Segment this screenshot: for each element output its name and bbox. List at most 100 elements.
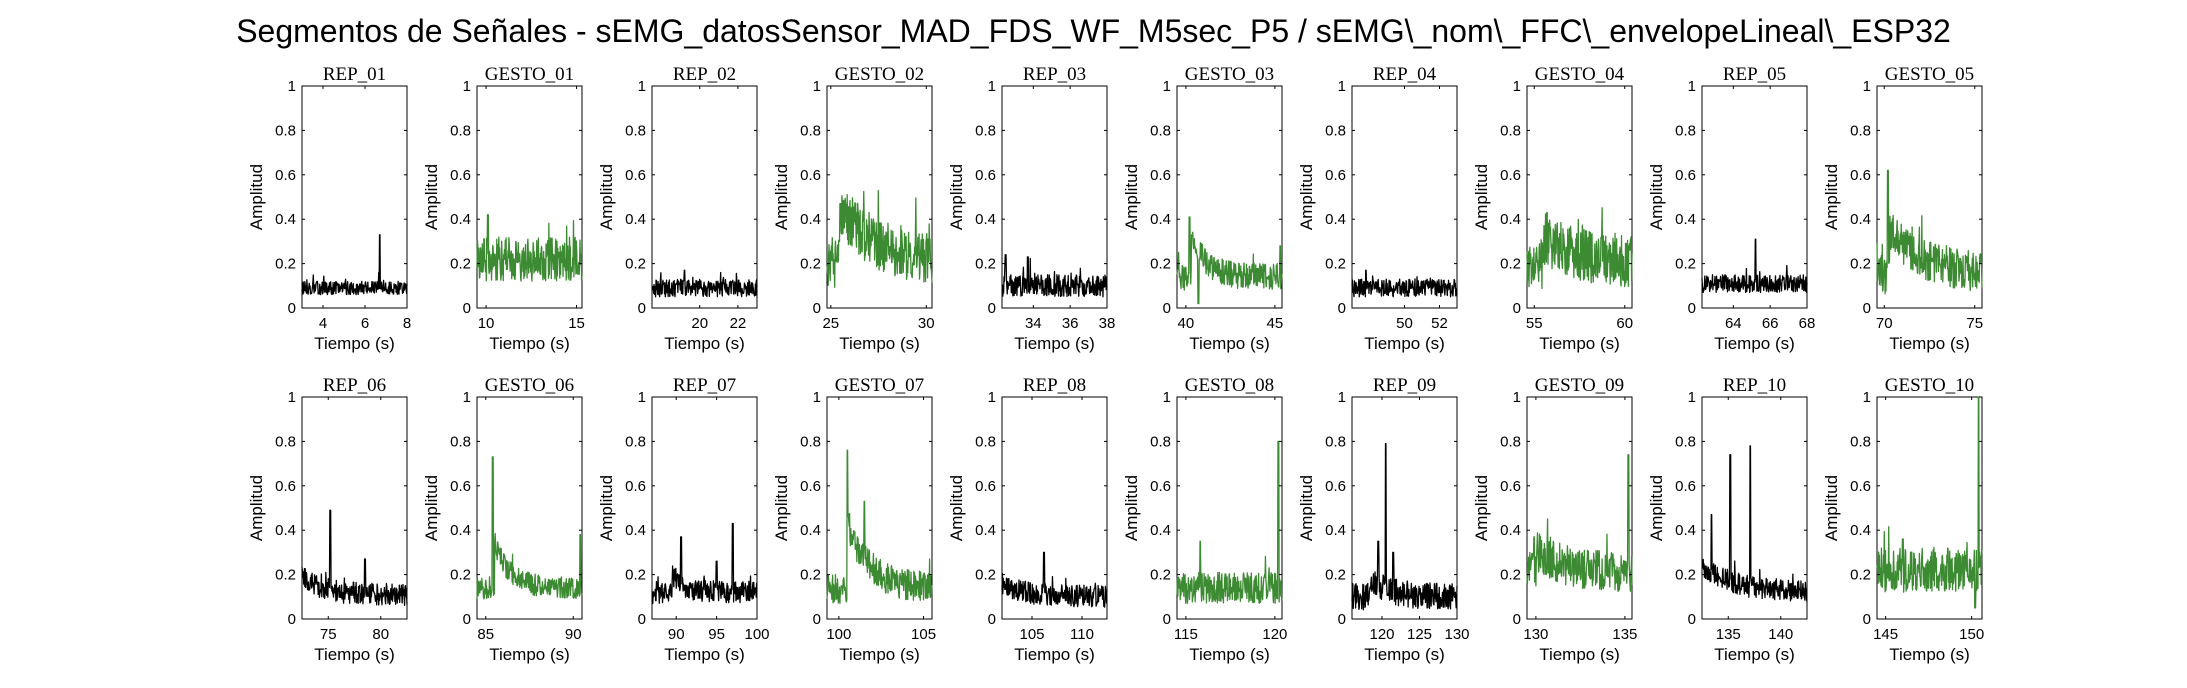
x-tick-label: 85 bbox=[477, 626, 494, 643]
x-tick-label: 10 bbox=[478, 315, 495, 332]
panel-rep-03: 0 0.2 0.4 0.6 0.8 1 34 36 38 REP_03 Tiempo (s) Ampl… bbox=[947, 64, 1115, 353]
y-tick-label: 0.4 bbox=[1850, 522, 1871, 539]
x-axis-label: Tiempo (s) bbox=[1189, 645, 1270, 664]
signal-line bbox=[826, 449, 933, 605]
y-tick-label: 0.2 bbox=[1325, 256, 1346, 273]
y-tick-label: 1 bbox=[1863, 78, 1871, 95]
plot-frame bbox=[1526, 396, 1633, 620]
y-tick-label: 0.4 bbox=[1325, 522, 1346, 539]
signal-line bbox=[826, 189, 933, 288]
y-tick-label: 0.6 bbox=[1150, 167, 1171, 184]
y-tick-label: 0.8 bbox=[625, 122, 646, 139]
y-tick-label: 0.8 bbox=[800, 433, 821, 450]
y-tick-label: 1 bbox=[463, 389, 471, 406]
y-tick-label: 0.4 bbox=[1150, 211, 1171, 228]
x-axis-label: Tiempo (s) bbox=[314, 645, 395, 664]
x-tick-label: 110 bbox=[1070, 626, 1094, 643]
y-tick-label: 0 bbox=[1163, 300, 1171, 317]
y-axis-label: Amplitud bbox=[247, 475, 266, 541]
x-tick-label: 90 bbox=[565, 626, 582, 643]
y-tick-label: 0.8 bbox=[1500, 433, 1521, 450]
x-tick-label: 25 bbox=[822, 315, 839, 332]
y-tick-label: 0.4 bbox=[975, 211, 996, 228]
y-tick-label: 1 bbox=[1513, 78, 1521, 95]
y-tick-label: 0.4 bbox=[625, 522, 646, 539]
y-tick-label: 0.6 bbox=[450, 167, 471, 184]
x-tick-label: 8 bbox=[403, 315, 411, 332]
y-tick-label: 1 bbox=[813, 78, 821, 95]
y-tick-label: 0.6 bbox=[800, 478, 821, 495]
panel-gesto-02: 0 0.2 0.4 0.6 0.8 1 25 30 GESTO_02 Tiempo (s) Ampl… bbox=[772, 64, 935, 353]
subplot-title: REP_09 bbox=[1373, 375, 1436, 396]
signal-line bbox=[1001, 551, 1108, 608]
y-tick-label: 0 bbox=[1688, 611, 1696, 628]
y-tick-label: 1 bbox=[1688, 389, 1696, 406]
x-tick-label: 100 bbox=[826, 626, 851, 643]
subplot-title: GESTO_05 bbox=[1885, 64, 1974, 85]
x-tick-label: 38 bbox=[1099, 315, 1116, 332]
y-tick-label: 0.2 bbox=[1150, 256, 1171, 273]
signal-line bbox=[476, 456, 583, 600]
subplot-title: GESTO_09 bbox=[1535, 375, 1624, 396]
x-axis-label: Tiempo (s) bbox=[664, 334, 745, 353]
y-tick-label: 0 bbox=[463, 300, 471, 317]
x-axis-label: Tiempo (s) bbox=[839, 645, 920, 664]
panel-rep-06: 0 0.2 0.4 0.6 0.8 1 75 80 REP_06 Tiempo (s) Amplit… bbox=[247, 375, 408, 664]
x-tick-label: 36 bbox=[1062, 315, 1079, 332]
y-tick-label: 0.2 bbox=[1325, 567, 1346, 584]
x-tick-label: 130 bbox=[1523, 626, 1548, 643]
plot-frame bbox=[1351, 396, 1458, 620]
panel-rep-10: 0 0.2 0.4 0.6 0.8 1 135 140 REP_10 Tiempo (s) Ampl… bbox=[1647, 375, 1808, 664]
plot-frame bbox=[826, 85, 933, 309]
y-tick-label: 0 bbox=[988, 611, 996, 628]
y-axis-label: Amplitud bbox=[1297, 164, 1316, 230]
signal-line bbox=[1876, 169, 1983, 295]
subplot-title: REP_10 bbox=[1723, 375, 1786, 396]
y-tick-label: 0.2 bbox=[1850, 567, 1871, 584]
x-tick-label: 130 bbox=[1444, 626, 1469, 643]
y-tick-label: 1 bbox=[988, 389, 996, 406]
y-tick-label: 0 bbox=[638, 611, 646, 628]
x-tick-label: 45 bbox=[1267, 315, 1284, 332]
x-axis-label: Tiempo (s) bbox=[489, 334, 570, 353]
y-tick-label: 0.2 bbox=[625, 567, 646, 584]
y-tick-label: 0.4 bbox=[800, 522, 821, 539]
panel-gesto-10: 0 0.2 0.4 0.6 0.8 1 145 150 GESTO_10 Tiempo (s) Am… bbox=[1822, 375, 1984, 664]
y-tick-label: 0.8 bbox=[625, 433, 646, 450]
y-tick-label: 0.2 bbox=[1675, 567, 1696, 584]
y-tick-label: 0.6 bbox=[275, 478, 296, 495]
y-tick-label: 0 bbox=[1863, 611, 1871, 628]
x-axis-label: Tiempo (s) bbox=[839, 334, 920, 353]
y-tick-label: 0 bbox=[1513, 300, 1521, 317]
x-tick-label: 115 bbox=[1174, 626, 1198, 643]
subplot-title: REP_08 bbox=[1023, 375, 1086, 396]
x-tick-label: 70 bbox=[1876, 315, 1893, 332]
y-tick-label: 0 bbox=[288, 300, 296, 317]
y-tick-label: 0.4 bbox=[1500, 211, 1521, 228]
plot-frame bbox=[476, 85, 583, 309]
y-tick-label: 0.8 bbox=[275, 122, 296, 139]
panel-rep-04: 0 0.2 0.4 0.6 0.8 1 50 52 REP_04 Tiempo (s) Amplit… bbox=[1297, 64, 1458, 353]
y-axis-label: Amplitud bbox=[947, 164, 966, 230]
y-tick-label: 0.2 bbox=[1500, 567, 1521, 584]
x-axis-label: Tiempo (s) bbox=[1364, 334, 1445, 353]
x-tick-label: 150 bbox=[1959, 626, 1984, 643]
subplot-title: GESTO_07 bbox=[835, 375, 924, 396]
y-tick-label: 0.2 bbox=[450, 567, 471, 584]
subplot-title: REP_02 bbox=[673, 64, 736, 85]
y-axis-label: Amplitud bbox=[1122, 164, 1141, 230]
panel-gesto-07: 0 0.2 0.4 0.6 0.8 1 100 105 GESTO_07 Tiempo (s) Am… bbox=[772, 375, 936, 664]
y-tick-label: 1 bbox=[1863, 389, 1871, 406]
subplot-title: GESTO_06 bbox=[485, 375, 574, 396]
y-tick-label: 0.4 bbox=[450, 211, 471, 228]
y-tick-label: 1 bbox=[1163, 78, 1171, 95]
y-tick-label: 0.6 bbox=[1675, 478, 1696, 495]
x-tick-label: 30 bbox=[918, 315, 935, 332]
y-axis-label: Amplitud bbox=[422, 164, 441, 230]
y-axis-label: Amplitud bbox=[1472, 475, 1491, 541]
plot-frame bbox=[1351, 85, 1458, 309]
x-axis-label: Tiempo (s) bbox=[1189, 334, 1270, 353]
signal-line bbox=[1876, 396, 1983, 609]
x-axis-label: Tiempo (s) bbox=[1364, 645, 1445, 664]
signal-line bbox=[1176, 440, 1283, 605]
